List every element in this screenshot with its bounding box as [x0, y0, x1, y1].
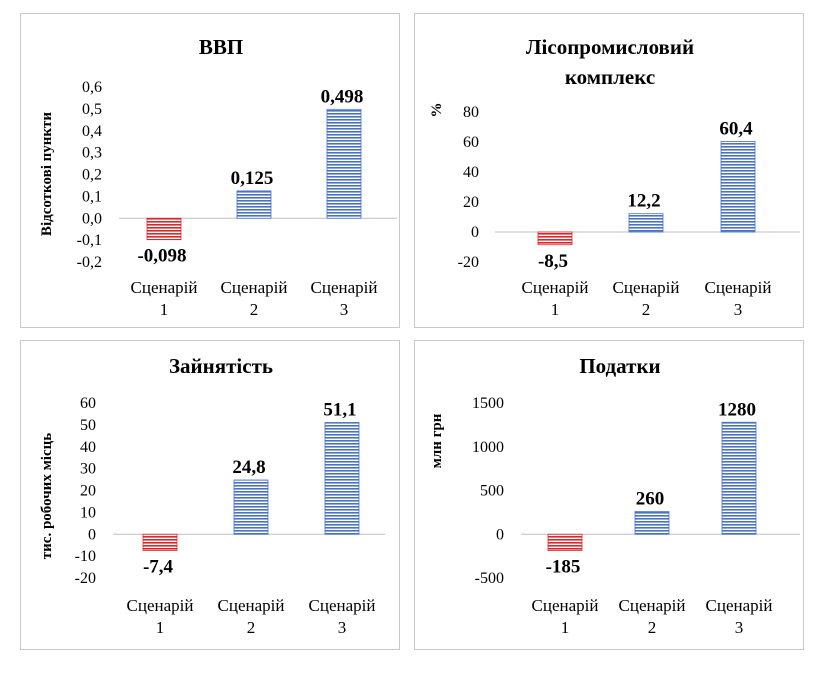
bar: [628, 213, 664, 233]
data-label: 0,498: [321, 86, 364, 107]
category-label: 3: [734, 300, 743, 319]
category-label: Сценарій: [522, 278, 589, 297]
category-label: Сценарій: [532, 596, 599, 615]
y-tick-label: 20: [463, 194, 479, 211]
category-label: Сценарій: [619, 596, 686, 615]
data-label: 12,2: [627, 191, 660, 212]
category-label: 2: [247, 618, 256, 637]
y-tick-label: -0,1: [77, 232, 102, 249]
chart-panel-employment: Зайнятість тис. робочих місць 60 50 40 30 20 10…: [20, 340, 400, 650]
y-tick-label: -0,2: [77, 254, 102, 271]
chart-title: ВВП: [199, 35, 243, 59]
data-label: 0,125: [231, 168, 274, 189]
category-label: 3: [735, 618, 744, 637]
data-label: 51,1: [323, 399, 356, 420]
y-axis-label: тис. робочих місць: [39, 433, 55, 559]
bar: [634, 511, 670, 535]
bar: [146, 217, 182, 241]
chart-title: Податки: [579, 354, 660, 378]
category-label: Сценарій: [221, 278, 288, 297]
y-tick-label: -500: [475, 570, 504, 587]
y-axis-label: млн грн: [429, 413, 445, 468]
bar: [236, 190, 272, 219]
y-tick-label: 10: [80, 504, 96, 521]
category-label: 1: [551, 300, 560, 319]
data-label: -7,4: [143, 556, 174, 577]
y-tick-label: 0: [88, 526, 96, 543]
y-tick-label: 30: [80, 461, 96, 478]
chart-title: комплекс: [565, 65, 655, 89]
chart-panel-taxes: Податки млн грн 1500 1000 500 0 -500 -185 Сценар…: [414, 340, 804, 650]
y-tick-label: 0,4: [82, 123, 102, 140]
bar: [537, 231, 573, 246]
y-tick-label: -20: [75, 570, 96, 587]
y-tick-label: 0: [471, 224, 479, 241]
data-label: 60,4: [719, 118, 753, 139]
y-tick-label: 60: [80, 395, 96, 412]
chart-panel-forestry: Лісопромисловий комплекс% 80 60 40 20 0 -20 -8,5…: [414, 13, 804, 328]
category-label: Сценарій: [127, 596, 194, 615]
category-label: Сценарій: [131, 278, 198, 297]
y-tick-label: 20: [80, 483, 96, 500]
y-tick-label: -10: [75, 548, 96, 565]
category-label: Сценарій: [705, 278, 772, 297]
category-label: 3: [338, 618, 347, 637]
data-label: -185: [546, 556, 581, 577]
category-label: 1: [160, 300, 169, 319]
category-label: Сценарій: [613, 278, 680, 297]
category-label: Сценарій: [706, 596, 773, 615]
data-label: -8,5: [538, 251, 568, 272]
data-label: 1280: [718, 399, 756, 420]
y-tick-label: 40: [463, 164, 479, 181]
category-label: 2: [250, 300, 259, 319]
data-label: 260: [636, 489, 665, 510]
bar: [720, 141, 756, 233]
bar: [547, 533, 583, 551]
category-label: Сценарій: [311, 278, 378, 297]
y-tick-label: 1000: [472, 439, 504, 456]
chart-taxes: Податки млн грн 1500 1000 500 0 -500 -185 Сценар…: [429, 354, 800, 637]
y-tick-label: 0,5: [82, 101, 102, 118]
chart-panel-gdp: ВВП Відсоткові пункти 0,6 0,5 0,4 0,3 0,2 0,1 0,…: [20, 13, 400, 328]
bar: [142, 533, 178, 551]
category-label: 3: [340, 300, 349, 319]
data-label: -0,098: [137, 246, 186, 267]
category-label: 1: [156, 618, 165, 637]
chart-gdp: ВВП Відсоткові пункти 0,6 0,5 0,4 0,3 0,2 0,1 0,…: [39, 35, 397, 319]
y-tick-label: 40: [80, 439, 96, 456]
y-axis-label: Відсоткові пункти: [39, 112, 55, 236]
data-label: 24,8: [232, 457, 265, 478]
bar: [324, 422, 360, 535]
category-label: Сценарій: [309, 596, 376, 615]
y-tick-label: 0,0: [82, 210, 102, 227]
bar: [721, 421, 757, 535]
y-tick-label: 80: [463, 104, 479, 121]
y-tick-label: 0,6: [82, 79, 102, 96]
y-axis-label: %: [429, 103, 445, 118]
y-tick-label: 60: [463, 134, 479, 151]
bar: [233, 479, 269, 535]
y-tick-label: 1500: [472, 395, 504, 412]
y-tick-label: 0: [496, 526, 504, 543]
y-tick-label: 500: [480, 483, 504, 500]
y-tick-label: 0,2: [82, 167, 102, 184]
chart-title: Зайнятість: [169, 354, 273, 378]
y-tick-label: 0,3: [82, 145, 102, 162]
y-tick-label: -20: [458, 254, 479, 271]
chart-title: Лісопромисловий: [526, 35, 694, 59]
chart-forestry: Лісопромисловий комплекс% 80 60 40 20 0 -20 -8,5…: [429, 35, 800, 319]
category-label: Сценарій: [218, 596, 285, 615]
category-label: 2: [642, 300, 651, 319]
category-label: 2: [648, 618, 657, 637]
bar: [326, 108, 362, 219]
y-tick-label: 0,1: [82, 188, 102, 205]
category-label: 1: [561, 618, 570, 637]
y-tick-label: 50: [80, 417, 96, 434]
